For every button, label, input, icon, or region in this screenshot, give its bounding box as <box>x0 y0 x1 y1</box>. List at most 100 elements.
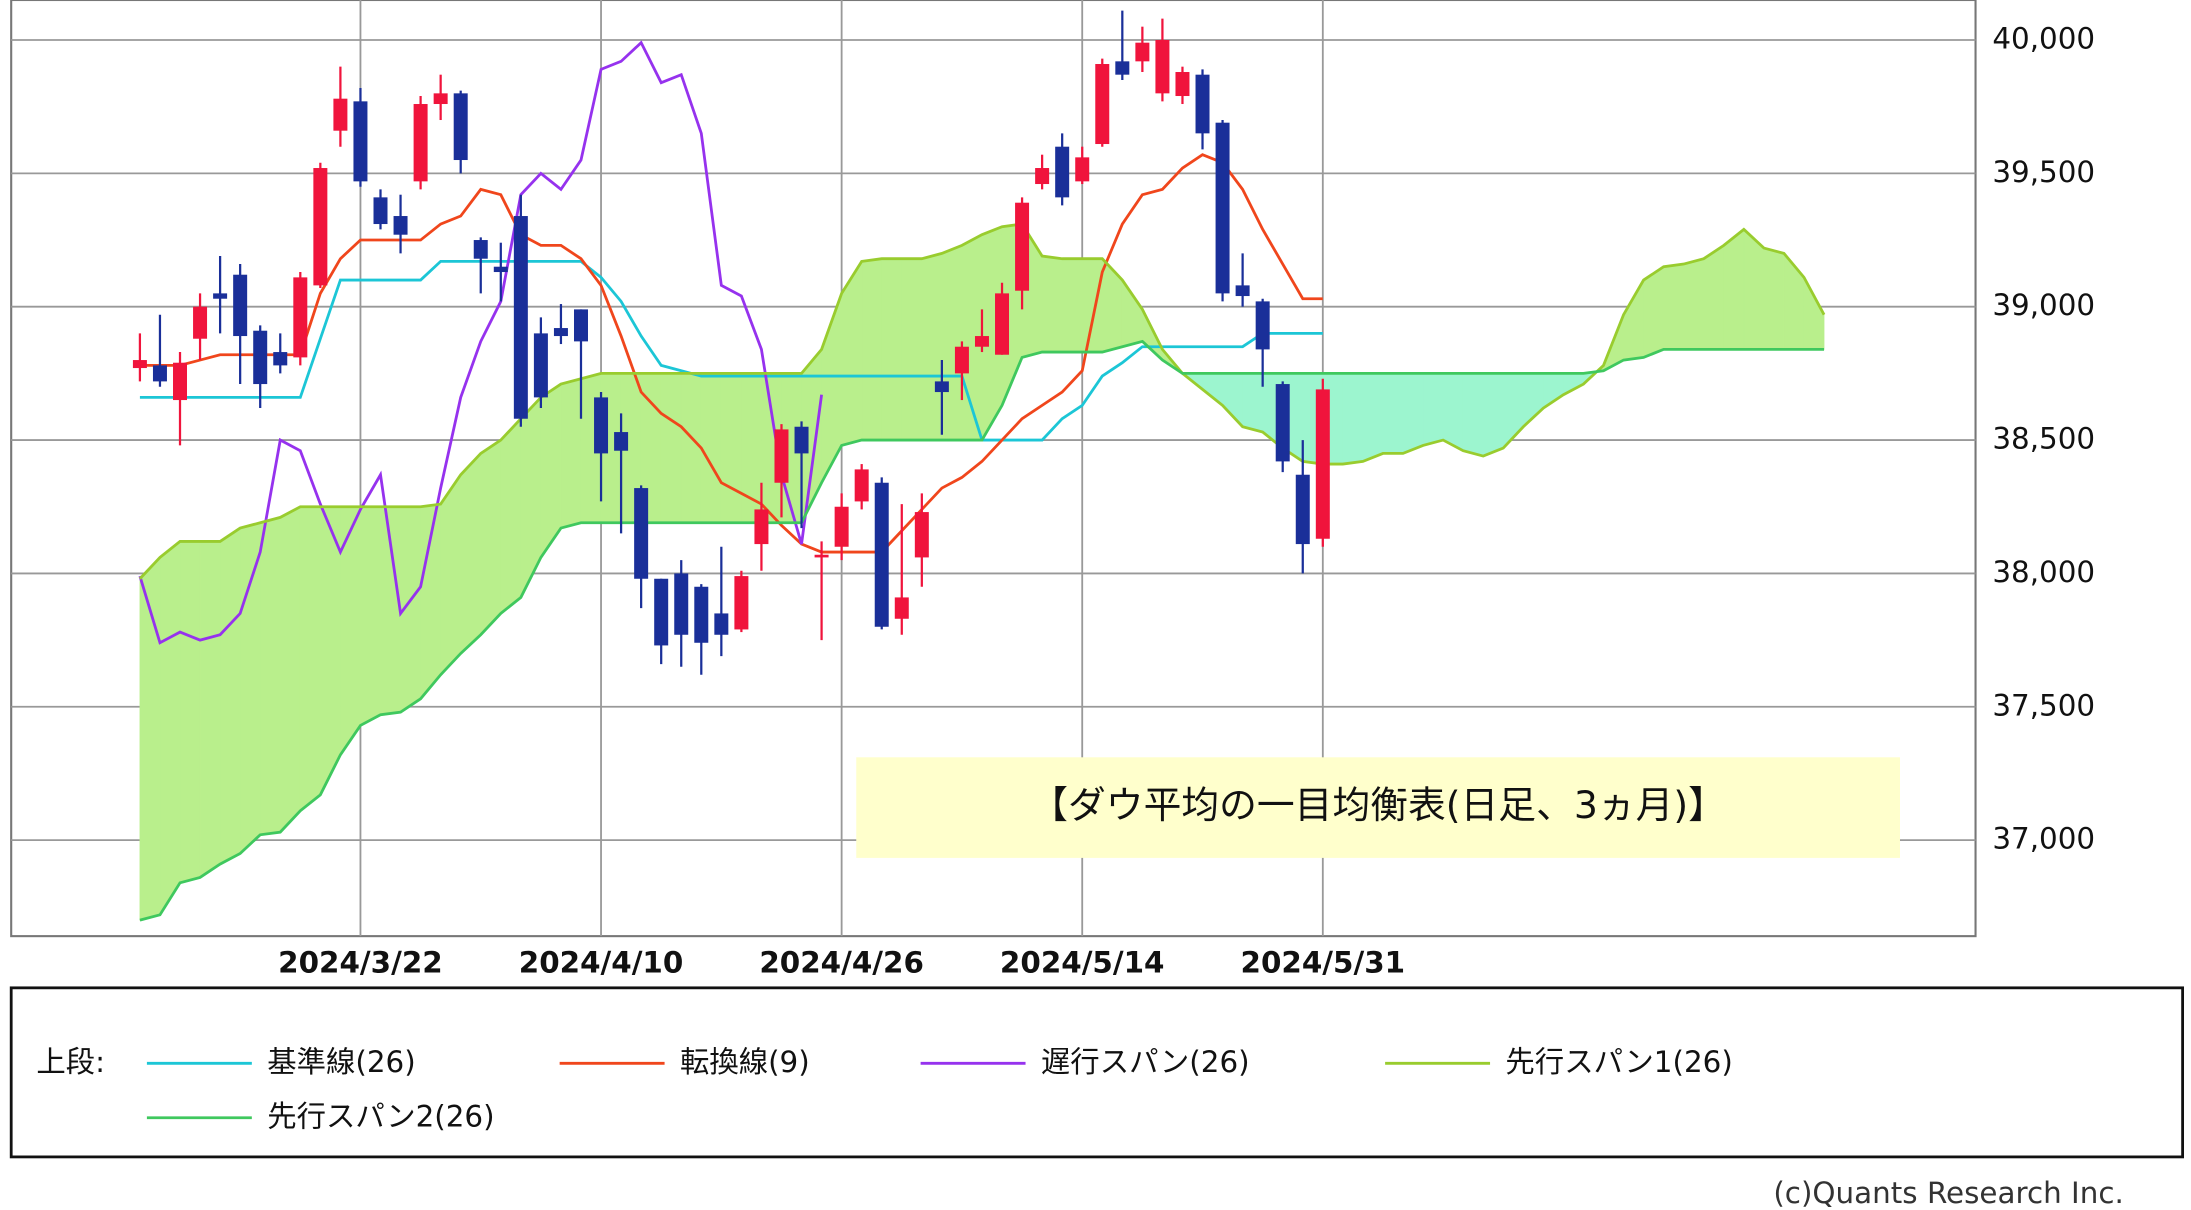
candle-body <box>1295 474 1310 545</box>
cloud-fill <box>1703 244 1725 350</box>
candle-body <box>233 274 248 337</box>
candle-body <box>694 586 709 643</box>
cloud-fill <box>299 506 321 812</box>
cloud-fill <box>199 541 221 879</box>
cloud-fill <box>1663 263 1685 350</box>
candle-body <box>995 293 1010 355</box>
candle-body <box>1235 285 1250 297</box>
cloud-fill <box>259 516 281 836</box>
candle-body <box>934 381 949 393</box>
cloud-fill <box>440 473 462 676</box>
candle-body <box>914 512 929 558</box>
candle-body <box>193 306 208 339</box>
candle-body <box>213 293 228 299</box>
candle-body <box>132 360 147 369</box>
candle-body <box>834 506 849 547</box>
candle-body <box>854 469 869 502</box>
candle-body <box>152 365 167 382</box>
cloud-fill <box>921 252 943 441</box>
legend-label: 先行スパン2(26) <box>267 1099 494 1133</box>
candle-body <box>674 573 689 635</box>
cloud-fill <box>1382 373 1404 454</box>
candle-body <box>293 277 308 358</box>
candle-body <box>173 362 188 401</box>
cloud-fill <box>1362 373 1384 462</box>
cloud-fill <box>560 378 582 529</box>
cloud-fill <box>720 373 742 524</box>
legend-box <box>9 986 2185 1159</box>
cloud-fill <box>279 506 301 834</box>
candle-body <box>453 93 468 161</box>
candle-body <box>553 328 568 337</box>
candle-body <box>353 101 368 182</box>
candle-body <box>974 336 989 347</box>
candle-body <box>573 309 588 342</box>
cloud-fill <box>1442 373 1464 452</box>
candle-body <box>714 613 729 635</box>
indicator-line <box>139 153 1323 554</box>
cloud-fill <box>941 244 963 441</box>
y-tick-label: 37,000 <box>1992 822 2095 856</box>
candle-body <box>1055 146 1070 198</box>
legend-label: 転換線(9) <box>680 1045 810 1079</box>
cloud-fill <box>660 373 682 524</box>
candle-body <box>1255 301 1270 350</box>
x-tick-label: 2024/4/10 <box>519 946 684 980</box>
cloud-fill <box>1482 373 1504 457</box>
candle-body <box>1015 202 1030 291</box>
legend-label: 先行スパン1(26) <box>1505 1045 1732 1079</box>
y-tick-label: 39,000 <box>1992 288 2095 322</box>
cloud-fill <box>1402 373 1424 454</box>
cloud-fill <box>1081 258 1103 353</box>
y-tick-label: 40,000 <box>1992 22 2095 56</box>
cloud-fill <box>480 439 502 636</box>
x-tick-label: 2024/5/14 <box>1000 946 1165 980</box>
cloud-fill <box>159 540 181 917</box>
candle-body <box>333 98 348 131</box>
candle-body <box>273 352 288 366</box>
y-tick-label: 38,000 <box>1992 555 2095 589</box>
candle-body <box>1115 61 1130 75</box>
cloud-fill <box>219 527 241 865</box>
candle-body <box>1195 74 1210 134</box>
annotation-box <box>856 757 1900 858</box>
x-tick-label: 2024/3/22 <box>278 946 443 980</box>
cloud-fill <box>239 522 261 855</box>
credit: (c)Quants Research Inc. <box>1773 1176 2123 1210</box>
cloud-fill <box>881 258 903 441</box>
cloud-fill <box>500 417 522 615</box>
indicator-line <box>138 40 823 645</box>
candle-body <box>493 266 508 273</box>
indicator-line <box>139 339 1825 922</box>
cloud-fill <box>680 373 702 524</box>
cloud-fill <box>1242 373 1264 433</box>
candle-body <box>373 197 388 225</box>
cloud-fill <box>861 258 883 441</box>
candle-body <box>954 346 969 374</box>
cloud-fill <box>1743 228 1765 350</box>
cloud-fill <box>1763 247 1785 350</box>
cloud-fill <box>360 506 381 727</box>
candle-body <box>814 554 829 558</box>
candle-body <box>473 240 488 259</box>
candle-body <box>1275 384 1290 462</box>
legend-label: 基準線(26) <box>267 1045 415 1079</box>
legend-title: 上段: <box>36 1045 105 1079</box>
candle-body <box>253 330 268 385</box>
cloud-fill <box>1061 258 1083 353</box>
candle-body <box>634 488 649 579</box>
candle-body <box>1315 389 1330 539</box>
cloud-fill <box>1422 373 1444 446</box>
candle-body <box>874 482 889 627</box>
candle-body <box>734 576 749 630</box>
candle-body <box>413 104 428 182</box>
legend-label: 遅行スパン(26) <box>1041 1045 1250 1079</box>
x-tick-label: 2024/4/26 <box>759 946 924 980</box>
cloud-fill <box>179 541 201 884</box>
candle-body <box>433 93 448 105</box>
x-tick-label: 2024/5/31 <box>1241 946 1406 980</box>
cloud-fill <box>320 506 341 795</box>
y-tick-label: 39,500 <box>1992 155 2095 189</box>
candle-body <box>1095 64 1110 145</box>
cloud-fill <box>1342 373 1364 465</box>
